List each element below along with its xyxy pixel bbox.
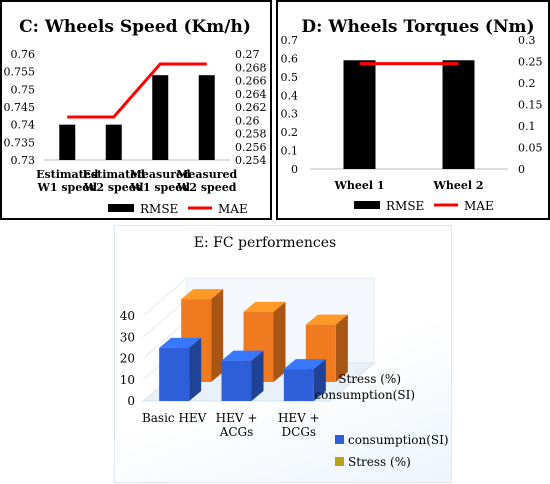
fc-y-tick-label: 20 [120, 352, 135, 366]
speed-right-tick-label: 0.258 [235, 128, 267, 141]
torques-right-tick-label: 0.25 [518, 56, 543, 69]
fc-legend-stress-swatch [335, 457, 344, 466]
speed-left-tick-label: 0.755 [4, 66, 36, 79]
speed-right-tick-label: 0.266 [235, 75, 267, 88]
speed-mae-line [67, 62, 207, 119]
speed-left-tick-label: 0.73 [11, 154, 36, 167]
torques-right-tick-label: 0.2 [518, 77, 536, 90]
fc-consumption-bar [283, 369, 314, 401]
torques-legend-mae-label: MAE [464, 199, 494, 213]
speed-legend-rmse-label: RMSE [140, 202, 178, 216]
fc-gridline [142, 298, 188, 338]
fc-performances-chart: E: FC performences 0 10 20 30 40 Basic HEV HEV … [120, 235, 449, 469]
speed-rmse-bar [198, 75, 215, 160]
speed-right-tick-label: 0.264 [235, 88, 267, 101]
speed-category-label: Estimated W2 speed [83, 168, 146, 194]
fc-y-tick-label: 10 [120, 373, 135, 387]
fc-y-tick-label: 30 [120, 330, 135, 344]
torques-left-tick-label: 0.4 [281, 89, 299, 102]
fc-stress-bar-side [335, 314, 348, 382]
torques-left-tick-label: 0 [291, 163, 298, 176]
fc-depth-label-stress: Stress (%) [338, 372, 401, 386]
fc-stress-bar-side [273, 301, 286, 382]
fc-y-tick-label: 40 [120, 309, 135, 323]
wheels-torques-chart-panel: D: Wheels Torques (Nm) 0 0.1 0.2 0.3 0.4 0.5 0.… [276, 0, 550, 220]
fc-stress-bar-top [181, 289, 224, 300]
fc-performances-chart-panel: E: FC performences 0 10 20 30 40 Basic HEV HEV … [114, 225, 452, 483]
fc-consumption-bar-side [251, 350, 264, 401]
fc-consumption-bar-top [221, 350, 264, 361]
fc-category-label: HEV + DCGs [278, 411, 320, 439]
torques-category-label: Wheel 2 [432, 179, 483, 192]
fc-title: E: FC performences [194, 235, 336, 251]
speed-right-tick-label: 0.27 [235, 48, 260, 61]
torques-legend-rmse-label: RMSE [386, 199, 424, 213]
fc-gridline [142, 277, 188, 317]
speed-category-label: Estimated W1 speed [36, 168, 99, 194]
speed-category-label: Measured W1 speed [130, 168, 192, 194]
fc-consumption-bar-top [159, 337, 202, 348]
torques-right-tick-label: 0 [518, 163, 525, 176]
torques-right-tick-label: 0.1 [518, 120, 536, 133]
torques-left-tick-label: 0.7 [281, 34, 299, 47]
torques-right-tick-label: 0.05 [518, 142, 543, 155]
wheels-torques-chart: D: Wheels Torques (Nm) 0 0.1 0.2 0.3 0.4 0.5 0.… [281, 17, 543, 213]
speed-left-tick-label: 0.735 [4, 136, 36, 149]
fc-category-label: HEV + ACGs [216, 411, 258, 439]
speed-left-tick-label: 0.745 [4, 101, 36, 114]
fc-legend-consumption-swatch [335, 435, 344, 444]
fc-legend-consumption-label: consumption(SI) [348, 433, 449, 447]
torques-left-tick-label: 0.6 [281, 52, 299, 65]
speed-left-tick-label: 0.75 [11, 83, 36, 96]
torques-left-tick-label: 0.5 [281, 71, 299, 84]
fc-consumption-bar-side [189, 337, 202, 401]
torques-left-tick-label: 0.2 [281, 126, 299, 139]
speed-rmse-bar [152, 75, 169, 160]
fc-depth-label-consumption: consumption(SI) [314, 388, 415, 402]
speed-rmse-bar [59, 124, 76, 160]
torques-left-tick-label: 0.3 [281, 108, 299, 121]
fc-stress-bar-side [211, 289, 224, 382]
fc-consumption-bar-top [283, 359, 326, 370]
fc-gridline [142, 320, 188, 359]
speed-left-tick-label: 0.74 [11, 119, 36, 132]
fc-consumption-bar-side [313, 359, 326, 401]
speed-right-tick-label: 0.254 [235, 154, 267, 167]
torques-rmse-bar [343, 60, 376, 170]
fc-legend-stress-label: Stress (%) [348, 455, 411, 469]
torques-title: D: Wheels Torques (Nm) [301, 17, 534, 37]
fc-stress-bar-top [243, 301, 286, 312]
torques-left-tick-label: 0.1 [281, 145, 299, 158]
speed-left-tick-label: 0.76 [11, 48, 36, 61]
fc-consumption-bar [159, 347, 190, 401]
fc-y-tick-label: 0 [127, 394, 135, 408]
torques-right-tick-label: 0.3 [518, 34, 536, 47]
fc-stress-bar-top [305, 314, 348, 325]
torques-rmse-bar [442, 60, 475, 170]
fc-consumption-bar [221, 360, 252, 401]
wheels-speed-chart-panel: C: Wheels Speed (Km/h) 0.73 0.735 0.74 0.745… [0, 0, 272, 220]
speed-right-tick-label: 0.262 [235, 101, 267, 114]
speed-right-tick-label: 0.26 [235, 114, 260, 127]
torques-category-label: Wheel 1 [333, 179, 384, 192]
speed-category-label: Measured W2 speed [176, 168, 238, 194]
speed-rmse-bar [105, 124, 122, 160]
wheels-speed-chart: C: Wheels Speed (Km/h) 0.73 0.735 0.74 0.745… [4, 17, 267, 216]
speed-right-tick-label: 0.268 [235, 61, 267, 74]
speed-legend-mae-label: MAE [218, 202, 248, 216]
fc-category-label: Basic HEV [142, 411, 207, 425]
speed-legend-rmse-swatch [108, 204, 134, 212]
speed-title: C: Wheels Speed (Km/h) [19, 17, 251, 37]
torques-legend-rmse-swatch [354, 201, 380, 209]
speed-right-tick-label: 0.256 [235, 141, 267, 154]
torques-right-tick-label: 0.15 [518, 99, 543, 112]
